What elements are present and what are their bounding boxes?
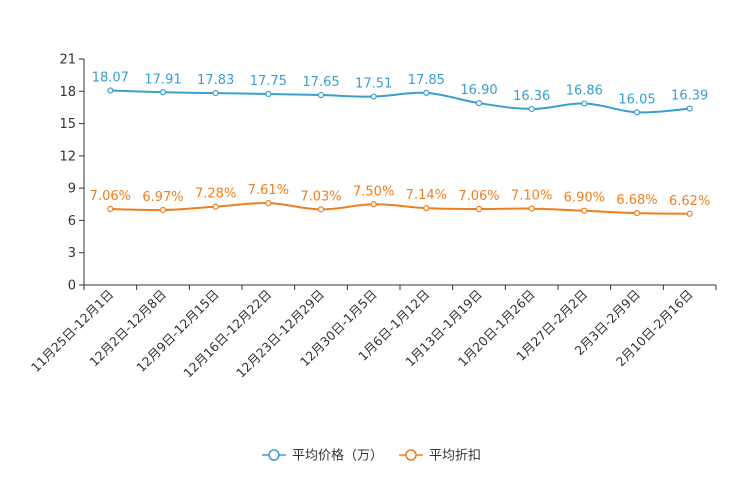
x-tick-label: 12月16日-12月22日 — [180, 287, 274, 381]
chart-series: 18.07 17.91 17.83 17.75 17.65 17.51 17.85 16.90… — [90, 71, 710, 217]
data-label: 17.75 — [250, 74, 287, 89]
data-point[interactable] — [212, 203, 219, 210]
y-tick-label: 3 — [68, 246, 76, 261]
data-label: 17.51 — [355, 77, 392, 92]
chart-legend[interactable]: 平均价格（万） 平均折扣 — [262, 448, 481, 464]
data-label: 17.91 — [144, 72, 181, 87]
data-point[interactable] — [528, 105, 535, 113]
data-point[interactable] — [475, 205, 483, 213]
y-tick-label: 21 — [59, 53, 76, 68]
y-tick-label: 0 — [68, 279, 76, 294]
data-point[interactable] — [107, 205, 114, 213]
legend-item-average-price[interactable]: 平均价格（万） — [262, 448, 383, 464]
x-tick-label: 12月23日-12月29日 — [233, 287, 327, 381]
data-point[interactable] — [317, 206, 325, 213]
data-point[interactable] — [686, 105, 693, 112]
data-label: 7.06% — [90, 189, 131, 204]
data-point[interactable] — [475, 100, 483, 107]
data-point[interactable] — [581, 100, 588, 107]
y-tick-label: 9 — [68, 182, 76, 197]
data-label: 7.61% — [248, 183, 289, 198]
data-label: 7.14% — [406, 188, 447, 203]
data-label: 7.50% — [353, 184, 394, 199]
data-point[interactable] — [686, 210, 693, 217]
data-label: 7.28% — [195, 187, 236, 202]
data-label: 18.07 — [92, 71, 129, 86]
data-label: 16.86 — [566, 84, 603, 99]
legend-item-average-discount[interactable]: 平均折扣 — [399, 449, 481, 464]
data-label: 6.62% — [669, 194, 710, 209]
series-line — [110, 202, 690, 215]
legend-label: 平均价格（万） — [292, 448, 383, 464]
data-point[interactable] — [265, 90, 272, 98]
legend-marker-icon — [405, 449, 417, 461]
data-point[interactable] — [159, 89, 167, 96]
y-tick-label: 15 — [59, 117, 76, 132]
data-point[interactable] — [423, 89, 430, 97]
data-label: 6.68% — [616, 193, 657, 208]
data-label: 16.36 — [513, 89, 550, 104]
data-point[interactable] — [633, 109, 641, 116]
data-label: 17.85 — [408, 73, 445, 88]
series-line — [110, 89, 690, 114]
legend-label: 平均折扣 — [429, 449, 481, 464]
y-tick-label: 12 — [59, 149, 76, 164]
data-point[interactable] — [265, 200, 272, 207]
y-tick-label: 18 — [59, 85, 76, 100]
series-average-price: 18.07 17.91 17.83 17.75 17.65 17.51 17.85 16.90… — [92, 71, 708, 116]
data-label: 6.97% — [142, 190, 183, 205]
data-label: 7.10% — [511, 189, 552, 204]
chart-axes: 03691215182111月25日-12月1日12月2日-12月8日12月9日… — [28, 53, 717, 381]
data-label: 16.05 — [618, 92, 655, 107]
y-tick-label: 6 — [68, 214, 76, 229]
legend-marker-icon — [268, 449, 280, 461]
data-point[interactable] — [212, 90, 219, 97]
data-point[interactable] — [317, 91, 325, 99]
data-point[interactable] — [528, 205, 535, 212]
data-label: 16.39 — [671, 89, 708, 104]
data-label: 16.90 — [460, 83, 497, 98]
data-point[interactable] — [159, 206, 167, 214]
data-label: 7.06% — [458, 189, 499, 204]
data-point[interactable] — [370, 201, 377, 208]
data-label: 17.83 — [197, 73, 234, 88]
data-point[interactable] — [107, 87, 114, 94]
series-average-discount: 7.06% 6.97% 7.28% 7.61% 7.03% 7.50% 7.14% 7.06%… — [90, 183, 710, 217]
data-point[interactable] — [581, 207, 588, 214]
data-label: 7.03% — [300, 189, 341, 204]
data-point[interactable] — [370, 93, 377, 100]
data-label: 17.65 — [302, 75, 339, 90]
data-point[interactable] — [633, 210, 641, 217]
data-label: 6.90% — [564, 191, 605, 206]
data-point[interactable] — [423, 205, 430, 212]
